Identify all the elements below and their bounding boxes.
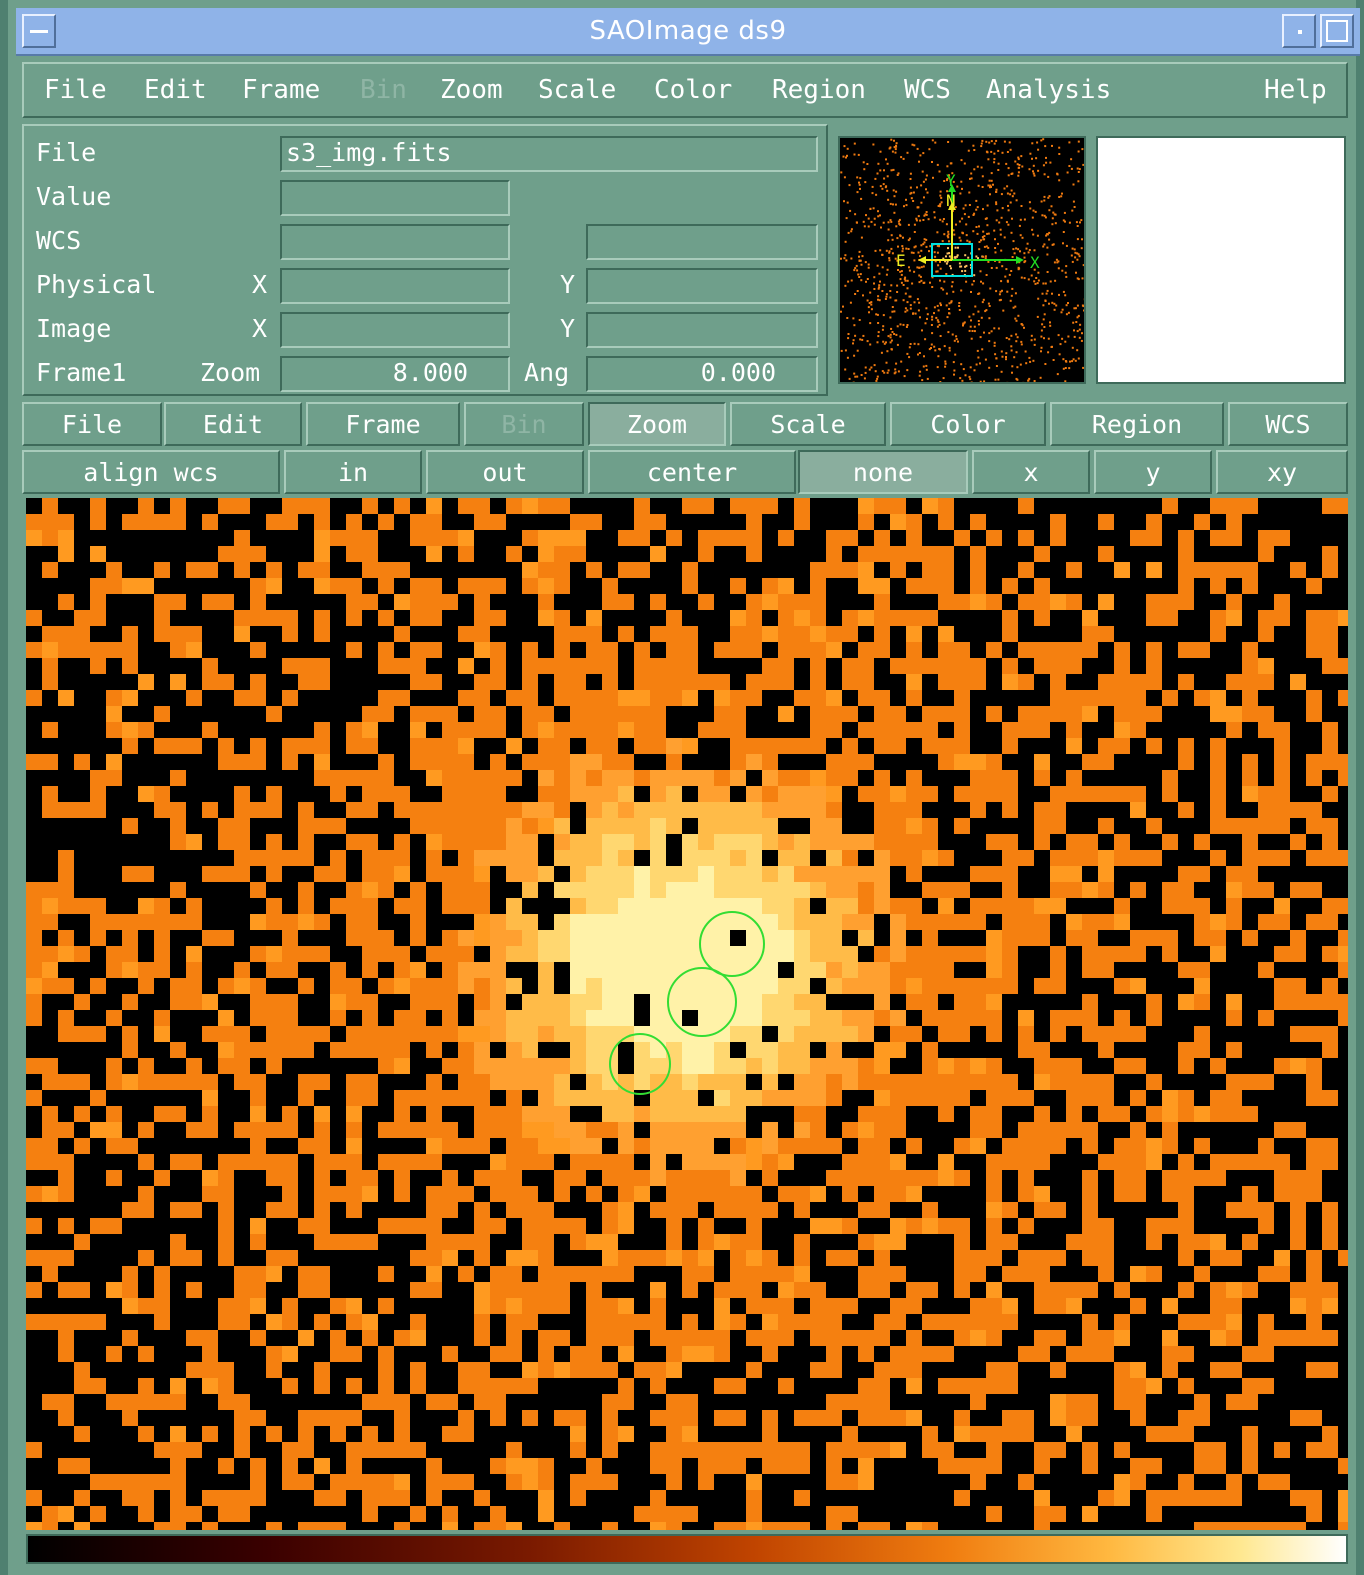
physical-x-label: X bbox=[252, 270, 268, 299]
window-menu-icon bbox=[30, 30, 48, 33]
image-y-label: Y bbox=[560, 314, 576, 343]
menu-frame[interactable]: Frame bbox=[242, 75, 321, 105]
physical-x-field bbox=[280, 268, 510, 304]
wcs-field-1 bbox=[280, 224, 510, 260]
button-frame[interactable]: Frame bbox=[306, 402, 460, 446]
menu-zoom[interactable]: Zoom bbox=[440, 75, 503, 105]
zoom-xy-button[interactable]: xy bbox=[1216, 450, 1348, 494]
menu-bin: Bin bbox=[360, 75, 407, 105]
file-field: s3_img.fits bbox=[280, 136, 818, 172]
physical-y-field bbox=[586, 268, 818, 304]
image-y-field bbox=[586, 312, 818, 348]
info-panel: File s3_img.fits Value WCS Physical X Y … bbox=[22, 124, 828, 396]
magnifier bbox=[1096, 136, 1346, 384]
window-menu-button[interactable] bbox=[22, 14, 56, 48]
angle-label: Ang bbox=[524, 358, 570, 387]
minimize-button[interactable] bbox=[1282, 14, 1316, 48]
button-bin: Bin bbox=[464, 402, 584, 446]
value-label: Value bbox=[36, 182, 112, 211]
zoom-out-button[interactable]: out bbox=[426, 450, 584, 494]
maximize-button[interactable] bbox=[1320, 14, 1354, 48]
circle-region[interactable] bbox=[609, 1033, 671, 1095]
panner-thumbnail: X Y E N bbox=[840, 138, 1084, 382]
zoom-center-button[interactable]: center bbox=[588, 450, 796, 494]
zoom-y-button[interactable]: y bbox=[1094, 450, 1212, 494]
image-x-label: X bbox=[252, 314, 268, 343]
zoom-field: 8.000 bbox=[280, 356, 510, 392]
circle-region[interactable] bbox=[667, 967, 737, 1037]
angle-field: 0.000 bbox=[586, 356, 818, 392]
menu-bar: File Edit Frame Bin Zoom Scale Color Reg… bbox=[22, 62, 1348, 118]
compass-x-label: X bbox=[1030, 253, 1040, 272]
compass-e-label: E bbox=[896, 251, 906, 270]
button-zoom[interactable]: Zoom bbox=[588, 402, 726, 446]
button-region[interactable]: Region bbox=[1050, 402, 1224, 446]
zoom-align-wcs-button[interactable]: align wcs bbox=[22, 450, 280, 494]
button-bar: File Edit Frame Bin Zoom Scale Color Reg… bbox=[22, 402, 1348, 448]
colorbar[interactable] bbox=[26, 1534, 1348, 1564]
image-x-field bbox=[280, 312, 510, 348]
maximize-icon bbox=[1326, 20, 1348, 42]
compass-y-label: Y bbox=[946, 171, 956, 190]
window-title: SAOImage ds9 bbox=[589, 16, 787, 46]
button-edit[interactable]: Edit bbox=[164, 402, 302, 446]
menu-help[interactable]: Help bbox=[1264, 75, 1327, 105]
minimize-icon bbox=[1298, 30, 1302, 34]
zoom-x-button[interactable]: x bbox=[972, 450, 1090, 494]
wcs-label: WCS bbox=[36, 226, 82, 255]
value-field bbox=[280, 180, 510, 216]
wcs-field-2 bbox=[586, 224, 818, 260]
physical-label: Physical bbox=[36, 270, 157, 299]
menu-file[interactable]: File bbox=[44, 75, 107, 105]
compass-n-label: N bbox=[946, 191, 956, 210]
physical-y-label: Y bbox=[560, 270, 576, 299]
zoom-button-bar: align wcs in out center none x y xy bbox=[22, 450, 1348, 496]
fits-image[interactable] bbox=[26, 498, 1348, 1530]
button-wcs[interactable]: WCS bbox=[1228, 402, 1348, 446]
image-label: Image bbox=[36, 314, 112, 343]
menu-analysis[interactable]: Analysis bbox=[986, 75, 1112, 105]
button-color[interactable]: Color bbox=[890, 402, 1046, 446]
image-display[interactable] bbox=[26, 498, 1348, 1530]
title-bar[interactable]: SAOImage ds9 bbox=[16, 8, 1360, 56]
zoom-none-button[interactable]: none bbox=[798, 450, 968, 494]
button-scale[interactable]: Scale bbox=[730, 402, 886, 446]
zoom-in-button[interactable]: in bbox=[284, 450, 422, 494]
circle-region[interactable] bbox=[699, 911, 765, 977]
zoom-label: Zoom bbox=[200, 358, 261, 387]
menu-region[interactable]: Region bbox=[772, 75, 866, 105]
panner[interactable]: X Y E N bbox=[838, 136, 1086, 384]
menu-scale[interactable]: Scale bbox=[538, 75, 617, 105]
frame-label: Frame1 bbox=[36, 358, 127, 387]
menu-color[interactable]: Color bbox=[654, 75, 733, 105]
button-file[interactable]: File bbox=[22, 402, 162, 446]
file-label: File bbox=[36, 138, 97, 167]
menu-wcs[interactable]: WCS bbox=[904, 75, 951, 105]
menu-edit[interactable]: Edit bbox=[144, 75, 207, 105]
